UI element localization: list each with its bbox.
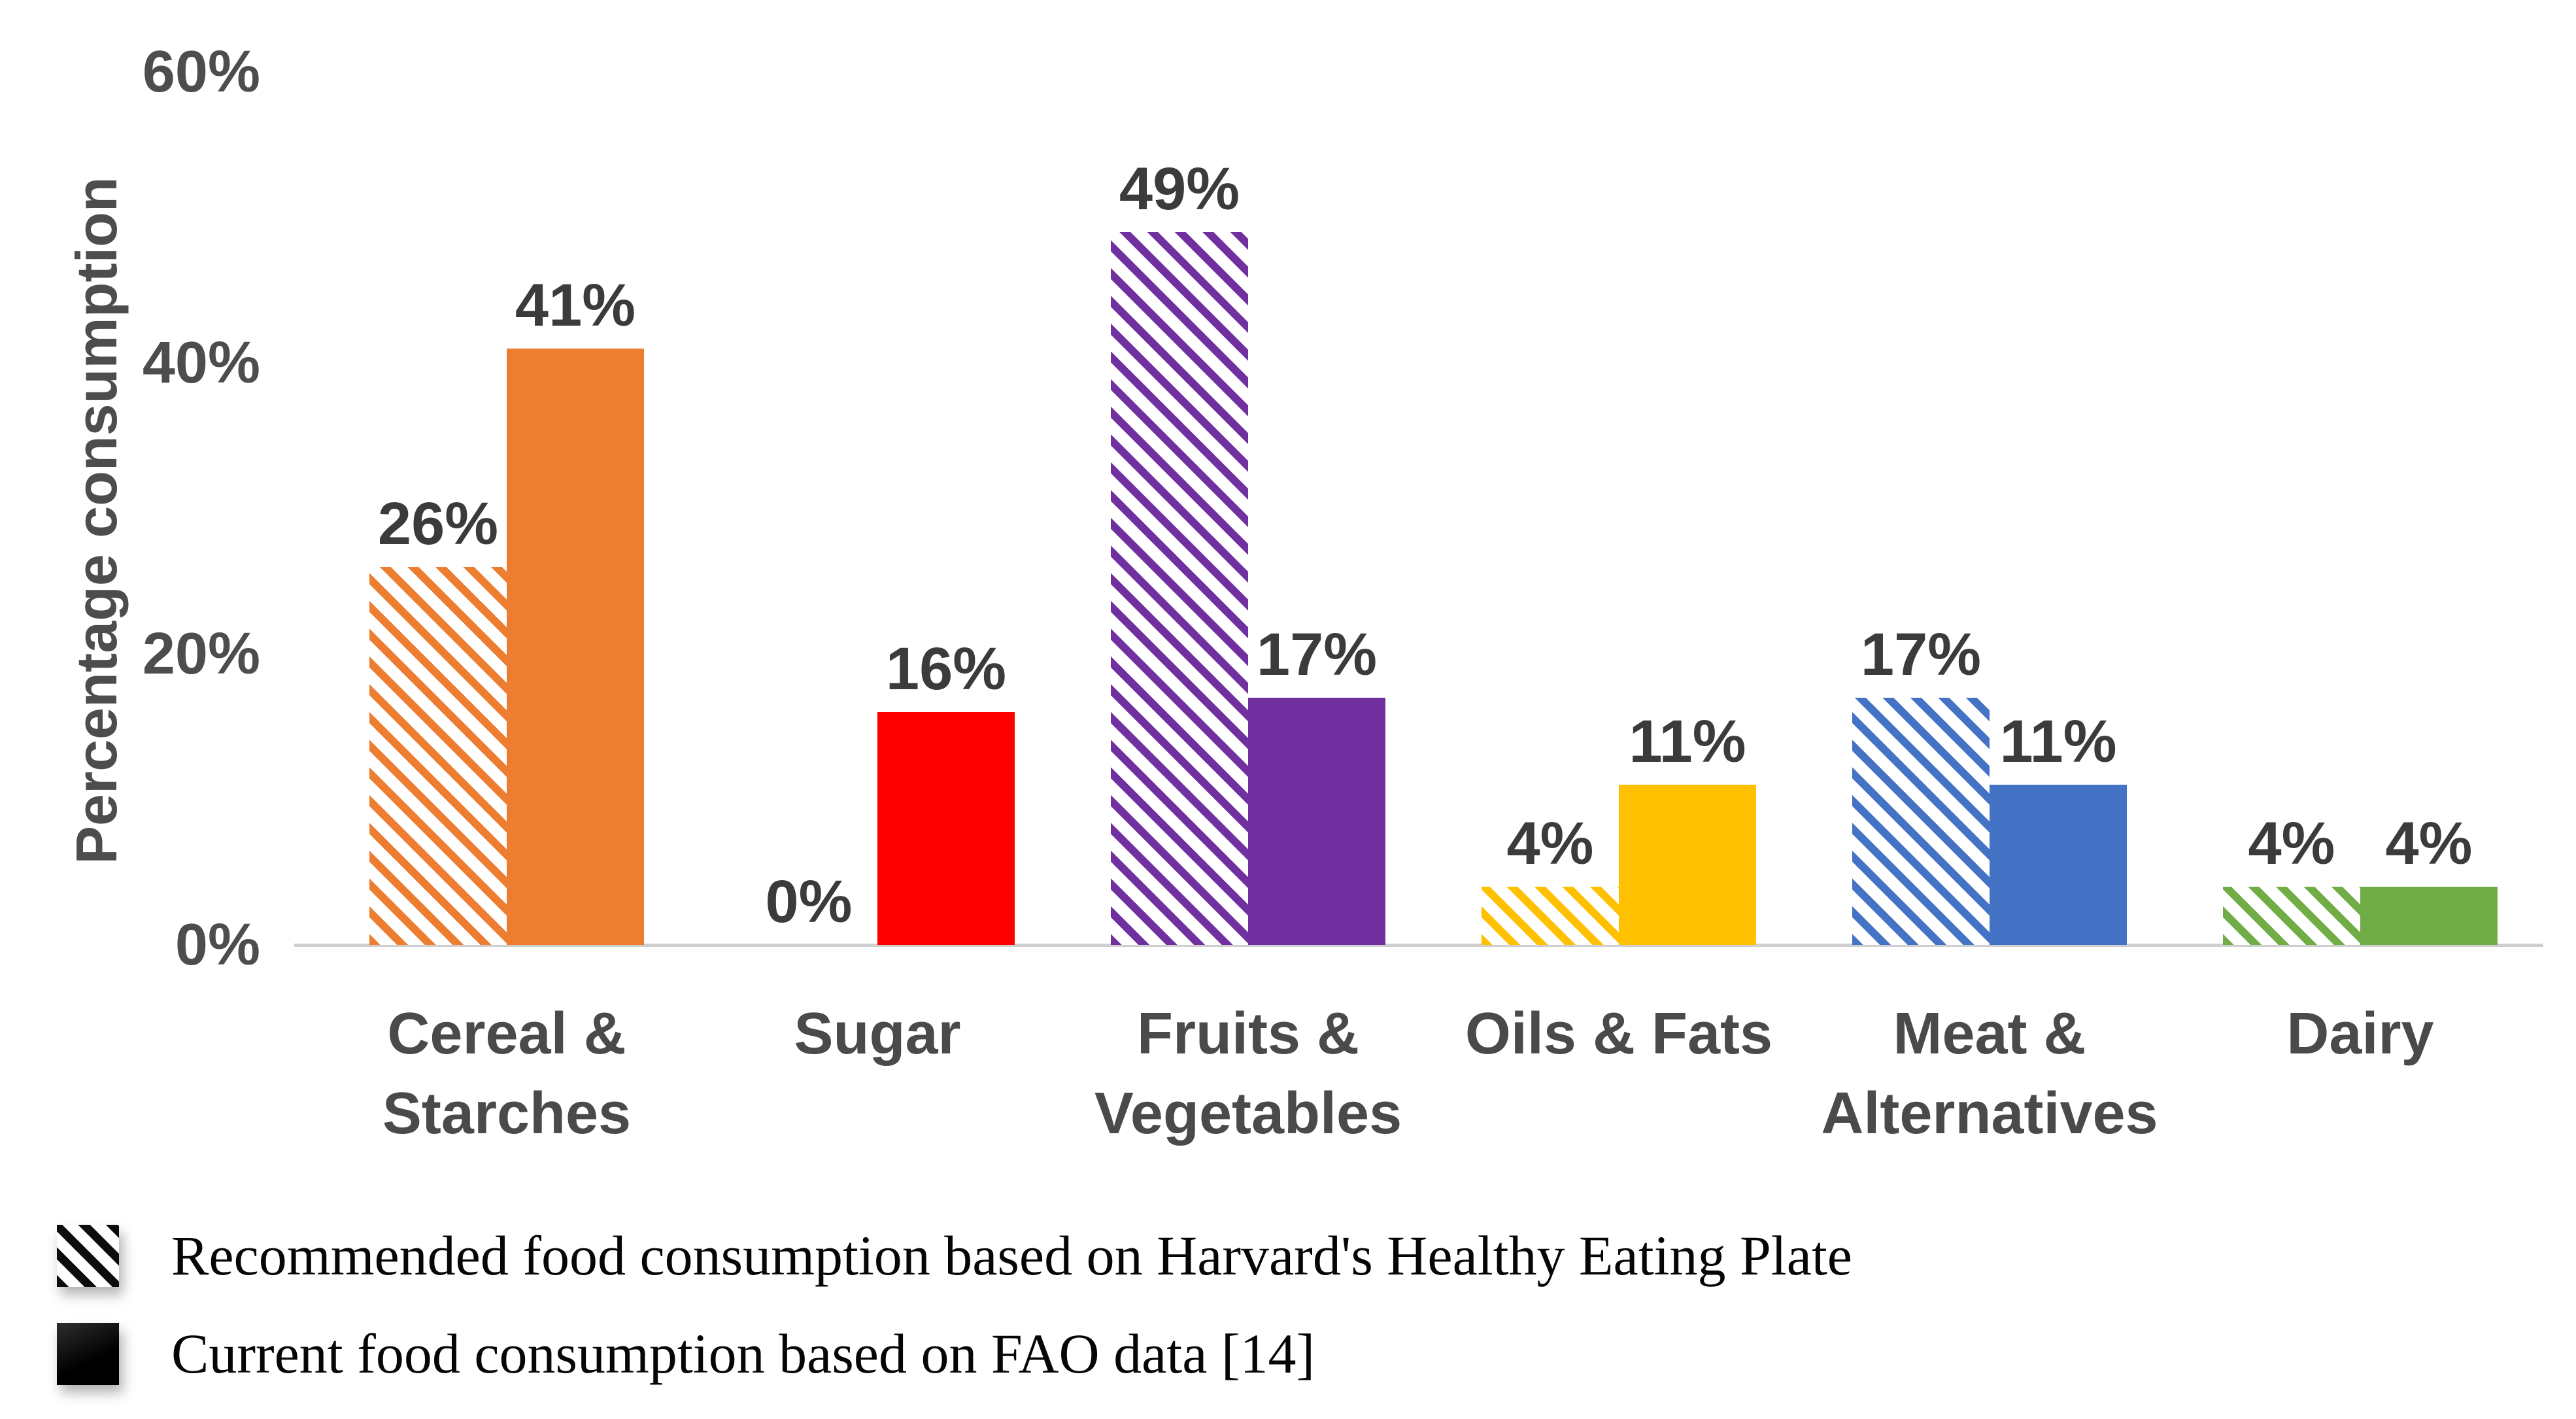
value-label-solid-oils-fats: 11% <box>1629 708 1746 776</box>
value-label-hatched-meat-alternatives: 17% <box>1860 621 1982 688</box>
category-label-meat-alternatives: Meat & Alternatives <box>1793 994 2186 1154</box>
value-label-hatched-cereal-starches: 26% <box>377 490 499 557</box>
bar-solid-sugar <box>877 712 1015 945</box>
category-label-line: Fruits & <box>1136 1001 1359 1067</box>
value-label-hatched-dairy: 4% <box>2248 810 2335 877</box>
x-axis-line <box>294 944 2543 947</box>
category-label-fruits-vegetables: Fruits & Vegetables <box>1052 994 1444 1154</box>
value-label-solid-meat-alternatives: 11% <box>1999 708 2117 776</box>
category-label-line: Vegetables <box>1094 1081 1402 1146</box>
bar-solid-dairy <box>2360 887 2498 945</box>
bar-hatched-dairy <box>2223 887 2360 945</box>
y-tick-60: 60% <box>142 39 260 105</box>
value-label-solid-sugar: 16% <box>885 636 1007 702</box>
legend-item-current: Current food consumption based on FAO da… <box>57 1321 1852 1386</box>
bar-hatched-meat-alternatives <box>1852 697 1990 945</box>
category-label-line: Meat & <box>1893 1001 2086 1067</box>
y-tick-20: 20% <box>142 621 260 687</box>
category-label-dairy: Dairy <box>2164 994 2556 1074</box>
y-tick-0: 0% <box>175 912 260 978</box>
category-label-line: Starches <box>382 1081 632 1146</box>
value-label-hatched-sugar: 0% <box>765 868 853 935</box>
category-label-line: Dairy <box>2286 1001 2434 1067</box>
category-label-sugar: Sugar <box>681 994 1074 1074</box>
bar-hatched-oils-fats <box>1482 887 1619 945</box>
value-label-solid-dairy: 4% <box>2385 810 2473 877</box>
legend-swatch-hatched-icon <box>57 1224 119 1287</box>
bar-solid-fruits-vegetables <box>1248 697 1385 945</box>
category-label-line: Alternatives <box>1821 1081 2158 1146</box>
category-label-line: Cereal & <box>387 1001 626 1067</box>
value-label-solid-cereal-starches: 41% <box>515 271 636 339</box>
legend-label-current: Current food consumption based on FAO da… <box>171 1322 1315 1385</box>
value-label-hatched-oils-fats: 4% <box>1506 810 1594 877</box>
category-label-oils-fats: Oils & Fats <box>1423 994 1815 1074</box>
legend-swatch-solid-icon <box>57 1322 119 1385</box>
category-label-line: Sugar <box>794 1001 961 1067</box>
value-label-hatched-fruits-vegetables: 49% <box>1119 155 1240 222</box>
legend: Recommended food consumption based on Ha… <box>57 1223 1852 1386</box>
bar-solid-cereal-starches <box>507 348 644 945</box>
bar-hatched-cereal-starches <box>369 566 507 945</box>
category-label-line: Oils & Fats <box>1465 1001 1773 1067</box>
bar-solid-meat-alternatives <box>1990 785 2127 945</box>
legend-item-recommended: Recommended food consumption based on Ha… <box>57 1223 1852 1288</box>
y-tick-40: 40% <box>142 330 260 396</box>
legend-label-recommended: Recommended food consumption based on Ha… <box>171 1224 1852 1287</box>
bar-solid-oils-fats <box>1619 785 1756 945</box>
value-label-solid-fruits-vegetables: 17% <box>1256 621 1378 688</box>
bar-hatched-fruits-vegetables <box>1111 231 1248 945</box>
category-label-cereal-starches: Cereal & Starches <box>311 994 703 1154</box>
